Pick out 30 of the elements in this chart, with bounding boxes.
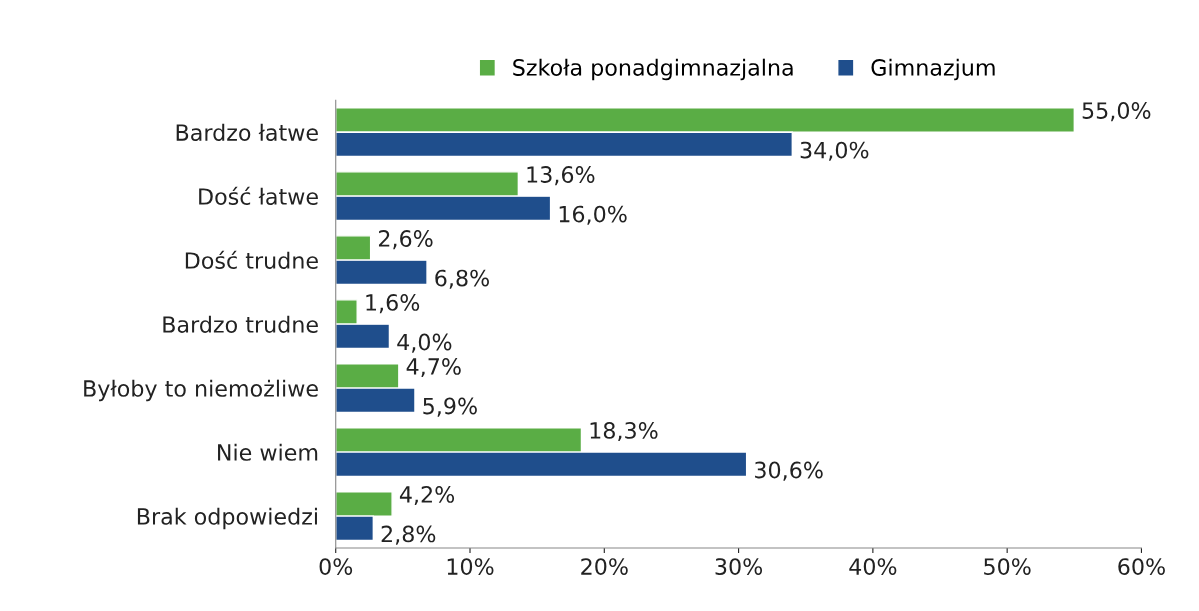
y-tick-label: Byłoby to niemożliwe — [84, 379, 318, 402]
data-label: 55,0% — [1082, 102, 1151, 122]
y-tick-label: Dość trudne — [185, 250, 318, 269]
data-label: 4,2% — [399, 486, 455, 506]
y-tick-label: Nie wiem — [218, 443, 318, 461]
y-tick-label: Bardzo trudne — [163, 315, 318, 333]
data-label: 18,3% — [590, 422, 658, 442]
data-label: 30,6% — [755, 461, 823, 481]
y-tick-label: Bardzo łatwe — [176, 123, 318, 141]
data-label: 2,8% — [381, 525, 436, 545]
x-tick-label: 30% — [715, 558, 763, 575]
data-label: 4,0% — [397, 333, 452, 353]
y-tick-label: Dość łatwe — [199, 186, 318, 205]
x-tick-label: 60% — [1118, 558, 1165, 575]
legend-label: Gimnazjum — [871, 58, 995, 81]
data-label: 34,0% — [800, 141, 869, 161]
legend-label: Szkoła ponadgimnazjalna — [513, 58, 793, 81]
x-tick-label: 10% — [447, 558, 494, 575]
x-tick-label: 50% — [984, 558, 1031, 575]
data-label: 16,0% — [559, 205, 627, 225]
x-tick-label: 20% — [581, 558, 628, 575]
data-label: 5,9% — [423, 397, 477, 417]
data-label: 1,6% — [366, 294, 420, 314]
data-label: 13,6% — [527, 166, 595, 186]
x-tick-label: 0% — [319, 558, 353, 575]
x-tick-label: 40% — [849, 558, 897, 575]
data-label: 2,6% — [378, 230, 433, 250]
data-label: 6,8% — [435, 269, 489, 289]
y-tick-label: Brak odpowiedzi — [137, 507, 317, 530]
data-label: 4,7% — [406, 358, 461, 378]
